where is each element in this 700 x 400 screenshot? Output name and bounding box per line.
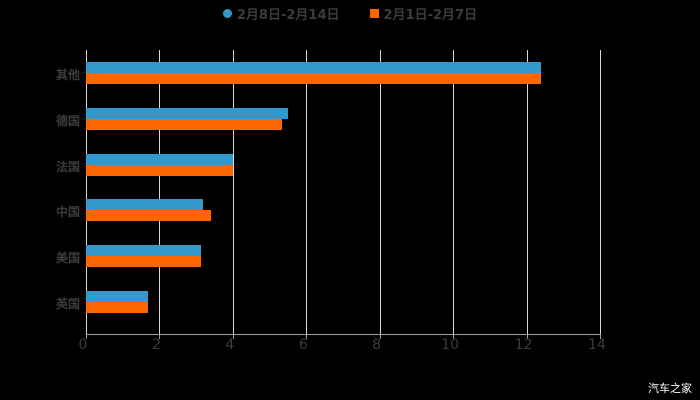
- category-label: 其他: [55, 68, 80, 82]
- bar[interactable]: [86, 153, 233, 165]
- x-tick-label: 4: [225, 337, 235, 353]
- category-label: 法国: [55, 159, 80, 174]
- gridline: [306, 50, 308, 334]
- legend-label: 2月1日-2月7日: [383, 7, 478, 23]
- x-tick-label: 8: [372, 337, 382, 353]
- category-label: 美国: [55, 251, 80, 266]
- category-label: 英国: [55, 297, 80, 311]
- bar[interactable]: [86, 302, 149, 313]
- bar[interactable]: [86, 256, 201, 268]
- gridline: [232, 50, 234, 334]
- x-tick-label: 10: [441, 337, 460, 353]
- x-tick-label: 14: [588, 337, 606, 353]
- x-tick: [306, 334, 308, 339]
- bar[interactable]: [86, 118, 283, 130]
- x-tick: [232, 334, 234, 339]
- watermark: 汽车之家: [648, 382, 692, 395]
- gridline: [600, 50, 601, 334]
- legend: 2月8日-2月14日 2月1日-2月7日: [0, 4, 700, 23]
- legend-label: 2月8日-2月14日: [236, 7, 340, 23]
- x-tick-label: 0: [78, 337, 88, 353]
- x-tick-label: 6: [298, 337, 308, 353]
- bar[interactable]: [86, 210, 211, 222]
- x-tick: [86, 334, 87, 339]
- gridline: [526, 50, 528, 334]
- bar[interactable]: [86, 164, 233, 176]
- x-tick: [453, 334, 455, 339]
- gridline: [453, 50, 455, 334]
- legend-item-series-2[interactable]: 2月1日-2月7日: [369, 4, 478, 23]
- gridline: [159, 50, 161, 334]
- x-tick: [600, 334, 601, 339]
- category-label: 中国: [55, 205, 80, 220]
- x-tick-label: 2: [151, 337, 161, 353]
- x-tick: [159, 334, 161, 339]
- bar[interactable]: [86, 107, 288, 119]
- bar[interactable]: [86, 62, 542, 73]
- circle-marker-icon: [222, 8, 232, 18]
- gridline: [86, 50, 87, 334]
- category-label: 德国: [55, 113, 80, 128]
- legend-item-series-1[interactable]: 2月8日-2月14日: [222, 4, 340, 23]
- bar[interactable]: [86, 199, 204, 211]
- x-tick: [379, 334, 381, 339]
- gridline: [379, 50, 381, 334]
- bar[interactable]: [86, 73, 542, 84]
- bar[interactable]: [86, 245, 201, 257]
- bar[interactable]: [86, 291, 149, 302]
- x-tick-label: 12: [514, 337, 533, 353]
- x-axis-line: [86, 334, 600, 335]
- x-tick: [526, 334, 528, 339]
- square-marker-icon: [369, 8, 379, 18]
